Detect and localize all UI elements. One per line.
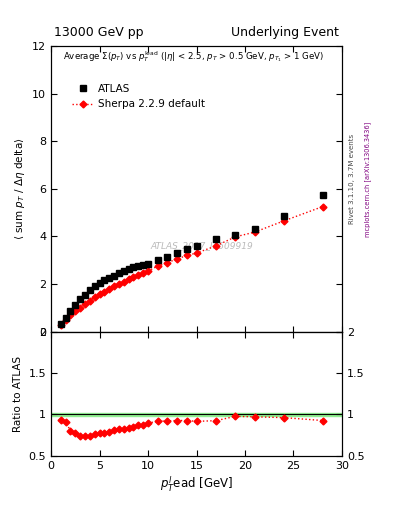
Y-axis label: Ratio to ATLAS: Ratio to ATLAS xyxy=(13,355,23,432)
Y-axis label: $\langle$ sum $p_T$ / $\Delta\eta$ delta$\rangle$: $\langle$ sum $p_T$ / $\Delta\eta$ delta… xyxy=(13,138,27,240)
Text: ATLAS_2017_I1509919: ATLAS_2017_I1509919 xyxy=(151,242,254,250)
Text: Rivet 3.1.10, 3.7M events: Rivet 3.1.10, 3.7M events xyxy=(349,134,355,224)
Text: 13000 GeV pp: 13000 GeV pp xyxy=(54,26,143,39)
Text: Underlying Event: Underlying Event xyxy=(231,26,339,39)
Legend: ATLAS, Sherpa 2.2.9 default: ATLAS, Sherpa 2.2.9 default xyxy=(68,80,209,113)
Bar xyxy=(51,413,342,416)
X-axis label: $p_{T}^{l}$ead [GeV]: $p_{T}^{l}$ead [GeV] xyxy=(160,475,233,494)
Text: Average $\Sigma(p_T)$ vs $p_T^{\rm lead}$ ($|\eta|$ < 2.5, $p_T$ > 0.5 GeV, $p_{: Average $\Sigma(p_T)$ vs $p_T^{\rm lead}… xyxy=(63,49,324,64)
Text: mcplots.cern.ch [arXiv:1306.3436]: mcplots.cern.ch [arXiv:1306.3436] xyxy=(364,121,371,237)
